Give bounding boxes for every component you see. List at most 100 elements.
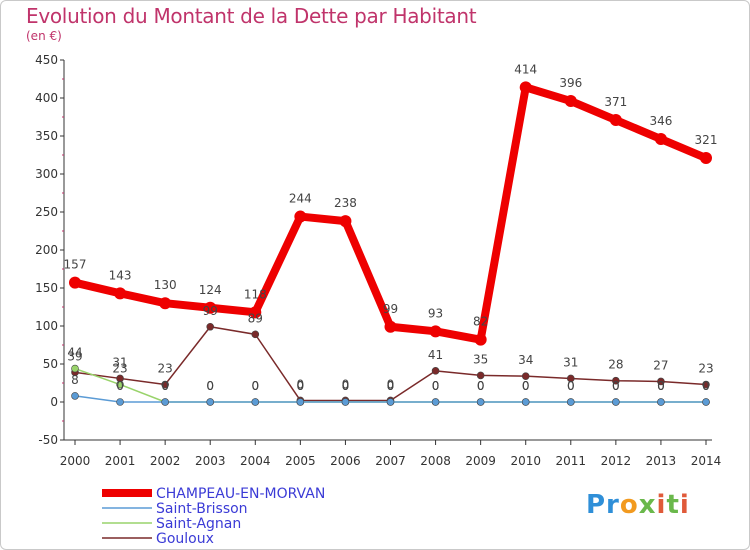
x-tick-label: 2005	[285, 454, 316, 468]
data-label-2: 0	[657, 379, 665, 393]
data-label-1: 0	[522, 379, 530, 393]
x-tick-label: 2010	[510, 454, 541, 468]
data-label-3: 23	[158, 362, 173, 376]
data-label-0: 396	[559, 76, 582, 90]
y-tick-label: -50	[38, 433, 58, 447]
legend-label-2: Saint-Agnan	[156, 516, 241, 532]
data-label-0: 124	[199, 283, 222, 297]
data-label-1: 0	[567, 379, 575, 393]
data-label-1: 0	[477, 379, 485, 393]
series-point-3	[566, 374, 575, 383]
data-label-2: 0	[251, 379, 259, 393]
data-label-0: 238	[334, 196, 357, 210]
data-label-3: 0	[387, 377, 395, 391]
data-label-0: 93	[428, 306, 443, 320]
series-point-0	[339, 215, 352, 228]
series-point-0	[384, 320, 397, 333]
y-tick-label: 150	[35, 281, 58, 295]
chart-unit: (en €)	[26, 29, 62, 43]
data-label-2: 0	[477, 379, 485, 393]
data-label-3: 39	[67, 349, 82, 363]
data-label-1: 0	[657, 379, 665, 393]
series-point-2	[116, 380, 124, 389]
x-tick-label: 2000	[60, 454, 91, 468]
series-point-1	[657, 398, 665, 406]
data-label-3: 31	[563, 355, 578, 369]
data-label-3: 31	[112, 355, 127, 369]
series-point-3	[612, 376, 620, 385]
data-label-1: 0	[342, 379, 350, 393]
x-tick-label: 2011	[556, 454, 587, 468]
series-point-1	[116, 398, 124, 406]
data-label-0: 99	[383, 302, 398, 316]
data-label-1: 0	[206, 379, 214, 393]
series-point-0	[159, 297, 172, 310]
series-point-0	[519, 81, 532, 94]
data-label-0: 244	[289, 192, 312, 206]
data-label-1: 0	[251, 379, 259, 393]
data-label-3: 34	[518, 353, 533, 367]
data-label-0: 143	[109, 268, 132, 282]
x-tick-label: 2001	[105, 454, 136, 468]
series-point-3	[702, 380, 710, 389]
x-tick-label: 2013	[646, 454, 677, 468]
data-label-2: 44	[67, 346, 82, 360]
series-point-0	[700, 152, 712, 165]
data-label-1: 0	[161, 379, 169, 393]
series-point-1	[296, 398, 305, 406]
data-label-2: 0	[612, 379, 620, 393]
data-label-0: 118	[244, 287, 267, 301]
series-point-1	[161, 398, 169, 406]
series-point-0	[249, 306, 262, 319]
data-label-1: 0	[432, 379, 440, 393]
series-point-1	[612, 398, 620, 406]
series-point-0	[474, 333, 487, 346]
series-point-1	[566, 398, 575, 406]
series-point-0	[114, 287, 127, 300]
series-point-3	[251, 330, 260, 339]
data-label-1: 0	[612, 379, 620, 393]
series-point-0	[609, 114, 622, 127]
y-tick-label: 250	[35, 205, 58, 219]
proxiti-logo: Proxiti	[586, 490, 690, 520]
series-point-1	[476, 398, 485, 406]
series-point-1	[251, 398, 260, 406]
y-tick-label: 400	[35, 91, 58, 105]
y-tick-label: 350	[35, 129, 58, 143]
data-label-2: 0	[702, 379, 710, 393]
series-point-1	[386, 398, 395, 406]
data-label-2: 0	[342, 379, 350, 393]
series-point-0	[654, 133, 667, 146]
y-tick-label: 0	[50, 395, 58, 409]
y-tick-label: 200	[35, 243, 58, 257]
series-point-1	[71, 392, 79, 400]
data-label-3: 35	[473, 352, 488, 366]
legend-label-0: CHAMPEAU-EN-MORVAN	[156, 486, 325, 502]
data-label-2: 0	[522, 379, 530, 393]
x-tick-label: 2002	[150, 454, 181, 468]
y-tick-label: 450	[35, 53, 58, 67]
data-label-1: 0	[387, 379, 395, 393]
series-point-0	[69, 276, 81, 289]
series-point-3	[161, 380, 169, 389]
series-point-3	[476, 371, 485, 380]
x-tick-label: 2006	[330, 454, 361, 468]
data-label-3: 27	[653, 358, 668, 372]
legend-label-1: Saint-Brisson	[156, 501, 248, 517]
series-point-3	[206, 322, 215, 331]
series-point-1	[206, 398, 215, 406]
series-point-3	[521, 372, 530, 380]
data-label-0: 157	[64, 258, 87, 272]
data-label-2: 23	[112, 362, 127, 376]
y-tick-label: 100	[35, 319, 58, 333]
data-label-3: 0	[297, 377, 305, 391]
series-point-3	[657, 377, 665, 386]
x-tick-label: 2007	[375, 454, 406, 468]
series-point-1	[341, 398, 350, 406]
data-label-3: 89	[248, 311, 263, 325]
legend-label-3: Gouloux	[156, 531, 214, 547]
series-point-0	[294, 210, 307, 223]
data-label-3: 0	[342, 377, 350, 391]
data-label-3: 23	[698, 362, 713, 376]
